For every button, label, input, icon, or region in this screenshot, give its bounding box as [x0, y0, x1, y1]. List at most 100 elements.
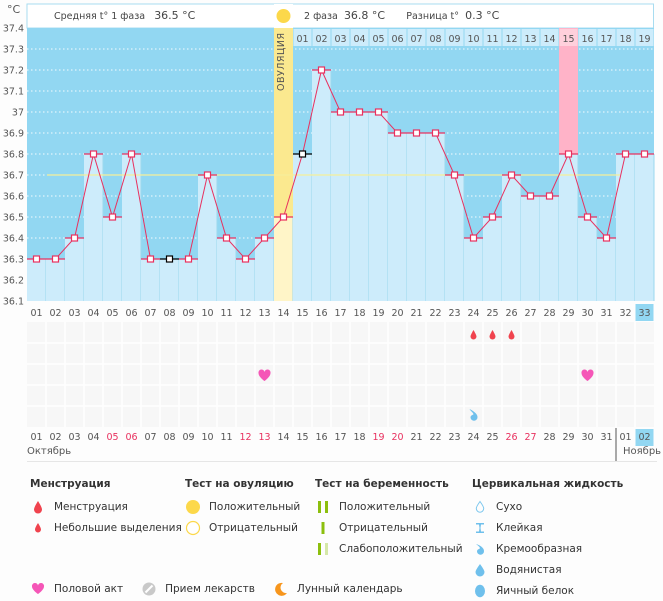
bar	[426, 133, 445, 301]
phase2-day-cell	[312, 29, 331, 46]
x-tick-label: 30	[581, 308, 593, 319]
calendar-day-label: 17	[334, 432, 346, 443]
x-tick-label: 01	[30, 308, 42, 319]
bar	[255, 238, 274, 301]
calendar-day-label: 01	[619, 432, 631, 443]
phase2-value: 36.8 °C	[343, 9, 386, 22]
legend-item: Отрицательный	[185, 517, 300, 538]
legend-item: Сухо	[472, 496, 623, 517]
legend-item: Прием лекарств	[141, 578, 255, 599]
spotting-drop-icon	[508, 330, 515, 340]
data-point	[146, 255, 155, 263]
data-point	[412, 129, 421, 137]
data-point	[545, 192, 554, 200]
x-tick-label: 11	[220, 308, 232, 319]
legend-label: Отрицательный	[339, 521, 428, 534]
divider	[27, 461, 657, 462]
diff-label: Разница t°	[406, 11, 460, 22]
x-tick-label: 17	[334, 308, 346, 319]
calendar-day-label: 30	[581, 432, 593, 443]
phase2-day-cell	[407, 29, 426, 46]
y-tick-label: 37.4	[3, 24, 24, 35]
calendar-day-label: 26	[505, 432, 517, 443]
data-point	[431, 129, 440, 137]
calendar-day-label: 07	[144, 432, 156, 443]
phase1-label: Средняя t° 1 фаза	[54, 11, 146, 22]
legend-ovulation-test: Тест на овуляцию Положительный Отрицател…	[185, 478, 300, 538]
bar	[388, 133, 407, 301]
phase1-summary: Средняя t° 1 фаза 36.5 °C	[54, 9, 195, 22]
spotting-drop-icon	[470, 330, 477, 340]
y-tick-label: 36.6	[3, 192, 24, 203]
phase2-day-label: 03	[334, 34, 346, 45]
calendar-day-label: 14	[277, 432, 289, 443]
phase2-day-cell	[483, 29, 502, 46]
legend-other: Половой акт Прием лекарств Лунный календ…	[30, 578, 403, 599]
bar	[84, 154, 103, 301]
bar	[179, 259, 198, 301]
x-tick-label: 33	[638, 308, 650, 319]
data-point	[70, 234, 79, 242]
calendar-day-label: 05	[106, 432, 118, 443]
creamy-icon	[469, 409, 478, 421]
phase2-summary: 2 фаза 36.8 °C Разница t° 0.3 °C	[304, 9, 499, 22]
x-tick-label: 05	[106, 308, 118, 319]
bar	[635, 154, 654, 301]
x-tick-label: 21	[410, 308, 422, 319]
legend-label: Лунный календарь	[296, 582, 403, 595]
bar	[46, 259, 65, 301]
y-tick-label: 36.3	[3, 255, 24, 266]
legend-item: Половой акт	[30, 578, 123, 599]
data-point	[374, 108, 383, 116]
x-tick-label: 09	[182, 308, 194, 319]
bar	[540, 196, 559, 301]
ovulation-label: ОВУЛЯЦИЯ	[276, 32, 287, 91]
bar	[502, 175, 521, 301]
y-tick-label: 37	[12, 108, 24, 119]
legend-label: Менструация	[54, 500, 128, 513]
x-tick-label: 04	[87, 308, 99, 319]
y-tick-label: 36.5	[3, 213, 24, 224]
calendar-day-label: 06	[125, 432, 137, 443]
bar	[236, 259, 255, 301]
x-tick-label: 03	[68, 308, 80, 319]
phase2-day-cell	[559, 29, 578, 46]
x-tick-label: 06	[125, 308, 137, 319]
phase2-label: 2 фаза	[304, 11, 338, 22]
phase2-day-cell	[502, 29, 521, 46]
excluded-point	[165, 255, 174, 263]
data-point	[89, 150, 98, 158]
y-tick-label: 36.1	[3, 297, 24, 308]
legend-label: Половой акт	[54, 582, 124, 595]
legend-label: Клейкая	[496, 521, 543, 534]
phase2-day-label: 01	[296, 34, 308, 45]
calendar-day-label: 03	[68, 432, 80, 443]
y-tick-label: 37.2	[3, 66, 24, 77]
phase2-day-cell	[540, 29, 559, 46]
y-tick-label: 36.8	[3, 150, 24, 161]
data-point	[260, 234, 269, 242]
x-tick-label: 08	[163, 308, 175, 319]
phase2-day-cell	[635, 29, 654, 46]
data-point	[507, 171, 516, 179]
bar	[369, 112, 388, 301]
y-tick-label: 36.2	[3, 276, 24, 287]
data-point	[488, 213, 497, 221]
negative-circle-icon	[185, 520, 201, 536]
legend-item: Лунный календарь	[273, 578, 403, 599]
heart-icon	[581, 369, 594, 381]
excluded-point	[298, 150, 307, 158]
moon-icon	[273, 581, 289, 597]
x-tick-label: 20	[391, 308, 403, 319]
x-tick-label: 19	[372, 308, 384, 319]
phase2-day-label: 10	[467, 34, 479, 45]
calendar-day-label: 23	[448, 432, 460, 443]
watery-drop-icon	[472, 562, 488, 578]
bar	[350, 112, 369, 301]
phase2-day-label: 12	[505, 34, 517, 45]
phase2-day-label: 17	[600, 34, 612, 45]
legend-item: Кремообразная	[472, 538, 623, 559]
legend-item: Слабоположительный	[315, 538, 463, 559]
bar	[312, 70, 331, 301]
calendar-day-label: 22	[429, 432, 441, 443]
